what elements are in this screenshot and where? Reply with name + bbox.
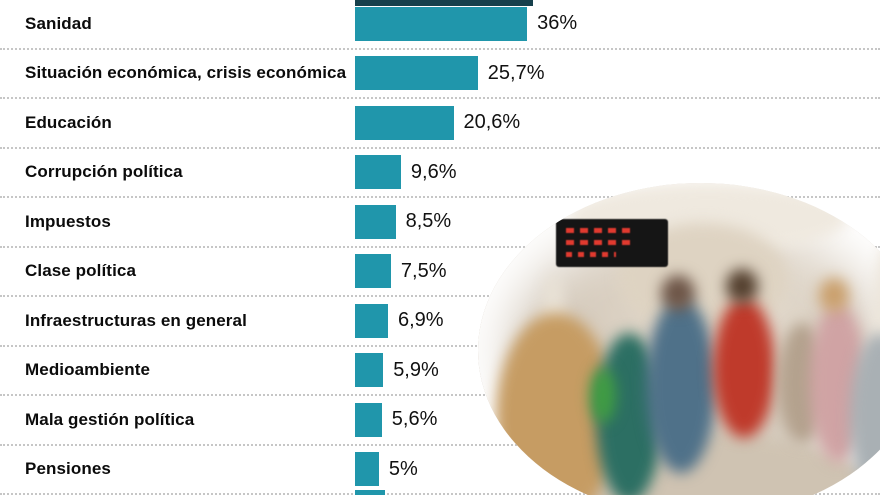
value-bar bbox=[355, 204, 396, 239]
chart-row: Situación económica, crisis económica 25,… bbox=[0, 50, 880, 99]
bar-group: 6,9% bbox=[355, 303, 444, 338]
photo-person-head bbox=[726, 269, 758, 303]
bar-group: 5% bbox=[355, 452, 418, 487]
value-bar bbox=[355, 303, 388, 338]
value-bar bbox=[355, 56, 478, 91]
value-label: 9,6% bbox=[410, 160, 457, 183]
chart-row: Medioambiente 5,9% bbox=[0, 347, 880, 396]
category-label: Medioambiente bbox=[25, 360, 151, 380]
category-label: Infraestructuras en general bbox=[25, 310, 247, 330]
category-label: Pensiones bbox=[25, 459, 111, 479]
bar-group: 5,6% bbox=[355, 402, 438, 437]
bar-group: 20,6% bbox=[355, 105, 521, 140]
value-label: 36% bbox=[537, 12, 578, 35]
value-label: 5,6% bbox=[391, 408, 438, 431]
bar-group: 25,7% bbox=[355, 56, 545, 91]
category-label: Corrupción política bbox=[25, 162, 183, 182]
value-label: 5,9% bbox=[393, 358, 439, 381]
value-label: 7,5% bbox=[400, 259, 447, 282]
led-digits-row bbox=[566, 228, 636, 233]
value-label: 20,6% bbox=[463, 111, 521, 134]
photo-right-wall bbox=[873, 223, 880, 403]
chart-row: Clase política 7,5% bbox=[0, 248, 880, 297]
photo-person-red-polo bbox=[713, 298, 775, 438]
chart-row: Mala gestión política 5,6% bbox=[0, 396, 880, 446]
chart-row: Sanidad 36% bbox=[0, 0, 880, 50]
cropped-top-bar bbox=[355, 0, 533, 6]
bar-group: 8,5% bbox=[355, 204, 452, 239]
chart-row: Impuestos 8,5% bbox=[0, 198, 880, 248]
chart-row: Pensiones 5% bbox=[0, 446, 880, 495]
led-turn-display-icon bbox=[556, 219, 668, 267]
chart-row: Corrupción política 9,6% bbox=[0, 149, 880, 198]
value-bar bbox=[355, 105, 454, 140]
photo-green-paper bbox=[590, 368, 616, 423]
bar-group: 9,6% bbox=[355, 155, 457, 190]
category-label: Educación bbox=[25, 112, 112, 132]
photo-person-head bbox=[661, 275, 695, 311]
category-label: Mala gestión política bbox=[25, 409, 195, 429]
value-label: 5% bbox=[388, 457, 418, 480]
value-label: 8,5% bbox=[405, 210, 452, 233]
value-label: 6,9% bbox=[398, 309, 444, 332]
value-bar bbox=[355, 6, 528, 41]
chart-row: Infraestructuras en general 6,9% bbox=[0, 297, 880, 347]
category-label: Situación económica, crisis económica bbox=[25, 63, 347, 83]
value-bar bbox=[355, 402, 382, 437]
value-bar bbox=[355, 452, 379, 487]
category-label: Clase política bbox=[25, 261, 136, 281]
chart-row: Educación 20,6% bbox=[0, 99, 880, 149]
value-label: 25,7% bbox=[487, 61, 545, 84]
bar-group: 5,9% bbox=[355, 353, 439, 388]
value-bar bbox=[355, 353, 384, 388]
photo-person-blue-shirt bbox=[646, 298, 716, 473]
category-label: Impuestos bbox=[25, 211, 111, 231]
led-digits-row bbox=[566, 240, 636, 245]
value-bar bbox=[355, 254, 391, 289]
category-label: Sanidad bbox=[25, 13, 92, 33]
led-digits-row bbox=[566, 252, 616, 257]
cropped-bottom-bar bbox=[355, 490, 385, 495]
value-bar bbox=[355, 155, 401, 190]
bar-group: 36% bbox=[355, 6, 578, 41]
photo-person-head bbox=[819, 278, 849, 312]
waiting-room-photo bbox=[478, 183, 880, 495]
bar-group: 7,5% bbox=[355, 254, 447, 289]
